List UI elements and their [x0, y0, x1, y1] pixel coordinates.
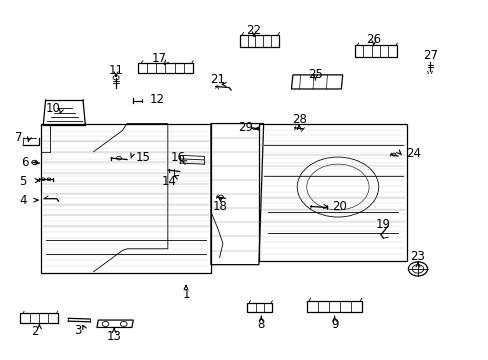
Text: 15: 15	[135, 150, 150, 163]
Text: 4: 4	[20, 194, 27, 207]
Text: 1: 1	[182, 288, 189, 301]
Text: 7: 7	[15, 131, 22, 144]
Text: 12: 12	[149, 93, 164, 106]
Text: 24: 24	[405, 147, 420, 161]
Text: 22: 22	[246, 24, 261, 37]
Text: 26: 26	[366, 33, 381, 46]
Text: 2: 2	[31, 325, 38, 338]
Text: 17: 17	[151, 53, 166, 66]
Text: 14: 14	[162, 175, 176, 188]
Text: 10: 10	[45, 102, 60, 114]
Text: 9: 9	[330, 318, 338, 331]
Text: 6: 6	[21, 156, 29, 169]
Text: 28: 28	[291, 113, 306, 126]
Text: 20: 20	[331, 200, 346, 213]
Text: 3: 3	[74, 324, 81, 337]
Text: 25: 25	[307, 68, 322, 81]
Text: 27: 27	[422, 49, 437, 62]
Text: 21: 21	[209, 73, 224, 86]
Text: 5: 5	[20, 175, 27, 188]
Text: 19: 19	[375, 218, 390, 231]
Text: 23: 23	[410, 251, 425, 264]
Text: 16: 16	[170, 150, 185, 163]
Text: 8: 8	[257, 318, 264, 331]
Text: 18: 18	[213, 200, 227, 213]
Text: 13: 13	[106, 330, 122, 343]
Text: 11: 11	[108, 64, 123, 77]
Text: 29: 29	[238, 121, 252, 134]
